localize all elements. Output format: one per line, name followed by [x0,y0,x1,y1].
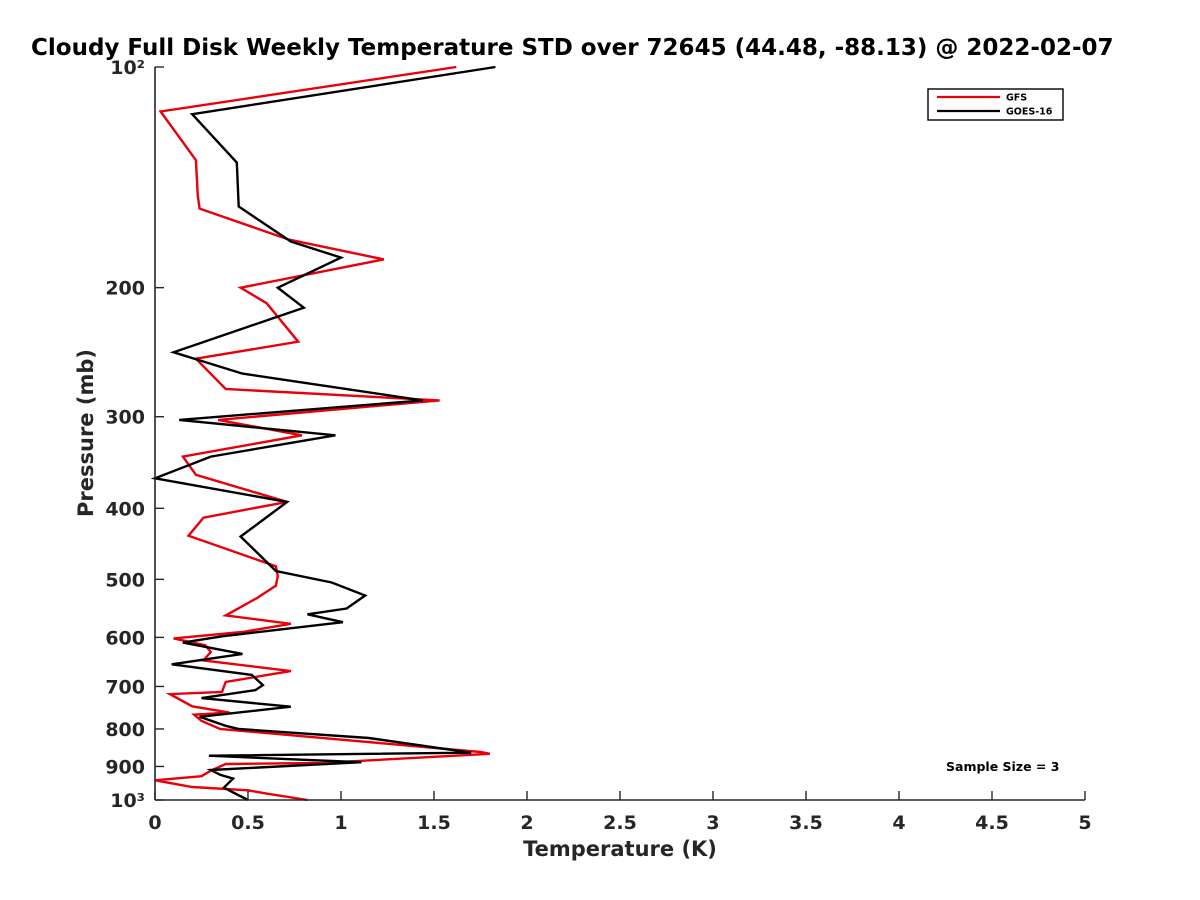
x-tick-label: 1.5 [417,812,451,834]
legend: GFS GOES-16 [927,88,1064,121]
series-line-gfs [154,65,491,802]
y-tick-label: 700 [105,676,145,698]
x-tick-label: 2.5 [603,812,637,834]
x-tick-label: 2 [520,812,533,834]
x-tick-label: 4.5 [975,812,1009,834]
series-lines [150,65,496,802]
x-axis-label: Temperature (K) [523,837,717,861]
x-tick-label: 3.5 [789,812,823,834]
y-tick-label: 200 [105,278,145,300]
legend-label-gfs: GFS [1006,93,1027,104]
sample-size-annotation: Sample Size = 3 [946,759,1059,774]
x-tick-label: 4 [892,812,905,834]
series-line-goes16 [150,65,496,802]
x-tick-label: 3 [706,812,719,834]
y-tick-label: 600 [105,627,145,649]
x-tick-label: 0.5 [231,812,265,834]
y-tick-label: 500 [105,569,145,591]
x-ticks: 0 0.5 1 1.5 2 2.5 3 3.5 4 4.5 5 [148,791,1092,834]
x-tick-label: 0 [148,812,161,834]
y-axis-label: Pressure (mb) [74,349,98,517]
x-tick-label: 1 [334,812,347,834]
y-tick-label: 10² [110,57,145,79]
y-tick-label: 800 [105,719,145,741]
y-tick-label: 300 [105,407,145,429]
legend-label-goes16: GOES-16 [1006,107,1053,118]
legend-box [927,88,1064,121]
chart-title: Cloudy Full Disk Weekly Temperature STD … [31,35,1114,61]
y-ticks: 10² 200 300 400 500 600 700 800 900 10³ [105,57,164,812]
y-tick-label: 900 [105,756,145,778]
x-tick-label: 5 [1078,812,1091,834]
y-tick-label: 10³ [110,790,145,812]
y-tick-label: 400 [105,498,145,520]
